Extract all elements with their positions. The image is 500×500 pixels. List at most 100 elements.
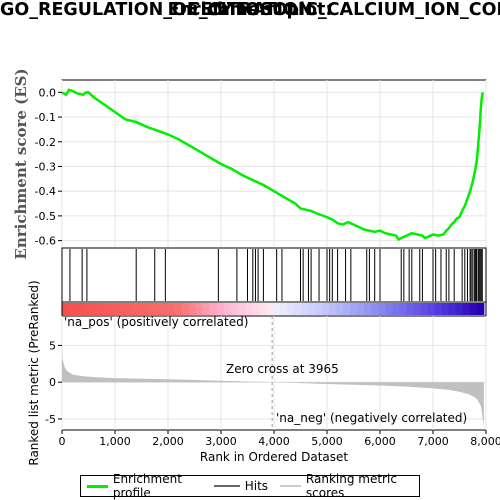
colorbar-segment bbox=[230, 303, 239, 315]
colorbar-segment bbox=[118, 303, 126, 315]
metric-y-tick-label: 5 bbox=[49, 339, 56, 352]
colorbar-segment bbox=[237, 303, 246, 315]
metric-y-tick-label: -5 bbox=[45, 413, 56, 426]
es-y-axis-label: Enrichment score (ES) bbox=[12, 68, 30, 259]
colorbar-segment bbox=[469, 303, 478, 315]
colorbar-segment bbox=[399, 303, 408, 315]
colorbar-segment bbox=[139, 303, 147, 315]
colorbar-segment bbox=[378, 303, 386, 315]
legend-label-metric: Ranking metric scores bbox=[305, 472, 397, 500]
es-y-tick-label: -0.3 bbox=[35, 160, 56, 173]
colorbar-segment bbox=[476, 303, 485, 315]
colorbar-segment bbox=[448, 303, 457, 315]
legend-item-hits: Hits bbox=[213, 479, 269, 493]
colorbar-segment bbox=[181, 303, 190, 315]
colorbar-segment bbox=[258, 303, 267, 315]
colorbar-segment bbox=[97, 303, 105, 315]
x-axis-label: Rank in Ordered Dataset bbox=[200, 450, 348, 464]
colorbar-segment bbox=[294, 303, 302, 315]
es-y-tick-label: -0.6 bbox=[35, 235, 56, 248]
enrichment-profile-line bbox=[61, 88, 485, 241]
colorbar-segment bbox=[350, 303, 358, 315]
legend-label-enrichment: Enrichment profile bbox=[112, 472, 182, 500]
x-tick-label: 6,000 bbox=[364, 435, 396, 448]
colorbar-segment bbox=[329, 303, 337, 315]
colorbar-segment bbox=[315, 303, 323, 315]
x-tick-label: 0 bbox=[59, 435, 66, 448]
colorbar-segment bbox=[434, 303, 443, 315]
chart-title-line-3: CENTRATION bbox=[187, 0, 313, 20]
metric-y-axis-label: Ranked list metric (PreRanked) bbox=[27, 280, 41, 465]
es-y-tick-label: -0.2 bbox=[35, 136, 56, 149]
metric-y-ticks: 5 0 -5 bbox=[45, 339, 62, 426]
colorbar-segment bbox=[174, 303, 183, 315]
colorbar-segment bbox=[104, 303, 112, 315]
colorbar-segment bbox=[188, 303, 197, 315]
colorbar-segment bbox=[343, 303, 351, 315]
colorbar-segment bbox=[322, 303, 330, 315]
colorbar-segment bbox=[279, 303, 288, 315]
colorbar-segment bbox=[413, 303, 422, 315]
legend-swatch-metric bbox=[280, 485, 301, 487]
colorbar-segment bbox=[244, 303, 253, 315]
colorbar-segment bbox=[90, 303, 98, 315]
es-y-tick-label: 0.0 bbox=[39, 86, 57, 99]
colorbar-segment bbox=[385, 303, 393, 315]
colorbar-segment bbox=[441, 303, 450, 315]
colorbar-segment bbox=[83, 303, 91, 315]
colorbar-segment bbox=[427, 303, 436, 315]
es-y-tick-label: -0.4 bbox=[35, 185, 56, 198]
colorbar-segment bbox=[406, 303, 415, 315]
colorbar-segment bbox=[111, 303, 119, 315]
colorbar-segment bbox=[132, 303, 140, 315]
colorbar-segment bbox=[146, 303, 154, 315]
colorbar-segment bbox=[216, 303, 225, 315]
colorbar-segment bbox=[153, 303, 161, 315]
colorbar-segment bbox=[160, 303, 168, 315]
legend: Enrichment profile Hits Ranking metric s… bbox=[80, 472, 420, 500]
neg-label: 'na_neg' (negatively correlated) bbox=[276, 411, 467, 425]
colorbar-segment bbox=[462, 303, 471, 315]
x-tick-label: 7,000 bbox=[417, 435, 449, 448]
pos-label: 'na_pos' (positively correlated) bbox=[64, 315, 248, 329]
ranking-metric-area bbox=[62, 342, 484, 427]
colorbar-segment bbox=[420, 303, 429, 315]
chart-title-line-1: Enrichment plot: bbox=[167, 0, 333, 20]
x-tick-label: 8,000 bbox=[470, 435, 500, 448]
colorbar-segment bbox=[223, 303, 232, 315]
es-y-tick-label: -0.5 bbox=[35, 210, 56, 223]
colorbar-segment bbox=[251, 303, 260, 315]
colorbar-segment bbox=[272, 303, 281, 315]
x-tick-label: 5,000 bbox=[311, 435, 343, 448]
colorbar-segment bbox=[308, 303, 316, 315]
hit-marks bbox=[69, 249, 483, 301]
colorbar-segment bbox=[287, 303, 295, 315]
legend-item-metric: Ranking metric scores bbox=[280, 472, 413, 500]
legend-label-hits: Hits bbox=[244, 479, 269, 493]
colorbar-segment bbox=[357, 303, 365, 315]
x-axis-ticks: 0 1,000 2,000 3,000 4,000 5,000 6,000 7,000 8,00… bbox=[59, 430, 500, 448]
zero-cross-label: Zero cross at 3965 bbox=[226, 362, 339, 376]
colorbar-segment bbox=[167, 303, 176, 315]
colorbar-segment bbox=[69, 303, 77, 315]
x-tick-label: 4,000 bbox=[258, 435, 290, 448]
colorbar-segment bbox=[125, 303, 133, 315]
colorbar-segment bbox=[455, 303, 464, 315]
es-y-ticks: 0.0 -0.1 -0.2 -0.3 -0.4 -0.5 -0.6 bbox=[35, 86, 62, 248]
legend-swatch-hits bbox=[213, 485, 240, 487]
legend-swatch-enrichment bbox=[87, 484, 108, 488]
x-tick-label: 2,000 bbox=[152, 435, 184, 448]
colorbar-segment bbox=[371, 303, 379, 315]
metric-y-tick-label: 0 bbox=[49, 376, 56, 389]
colorbar-segment bbox=[364, 303, 372, 315]
colorbar-segment bbox=[62, 303, 70, 315]
chart-title-line-2: GO_REGULATION_OF_CYTOSOLIC_CALCIUM_ION_C… bbox=[0, 0, 500, 20]
rank-color-bar bbox=[62, 303, 485, 315]
colorbar-segment bbox=[76, 303, 84, 315]
es-y-tick-label: -0.1 bbox=[35, 111, 56, 124]
legend-item-enrichment: Enrichment profile bbox=[87, 472, 202, 500]
colorbar-segment bbox=[336, 303, 344, 315]
colorbar-segment bbox=[209, 303, 218, 315]
hits-panel-frame bbox=[61, 247, 487, 303]
